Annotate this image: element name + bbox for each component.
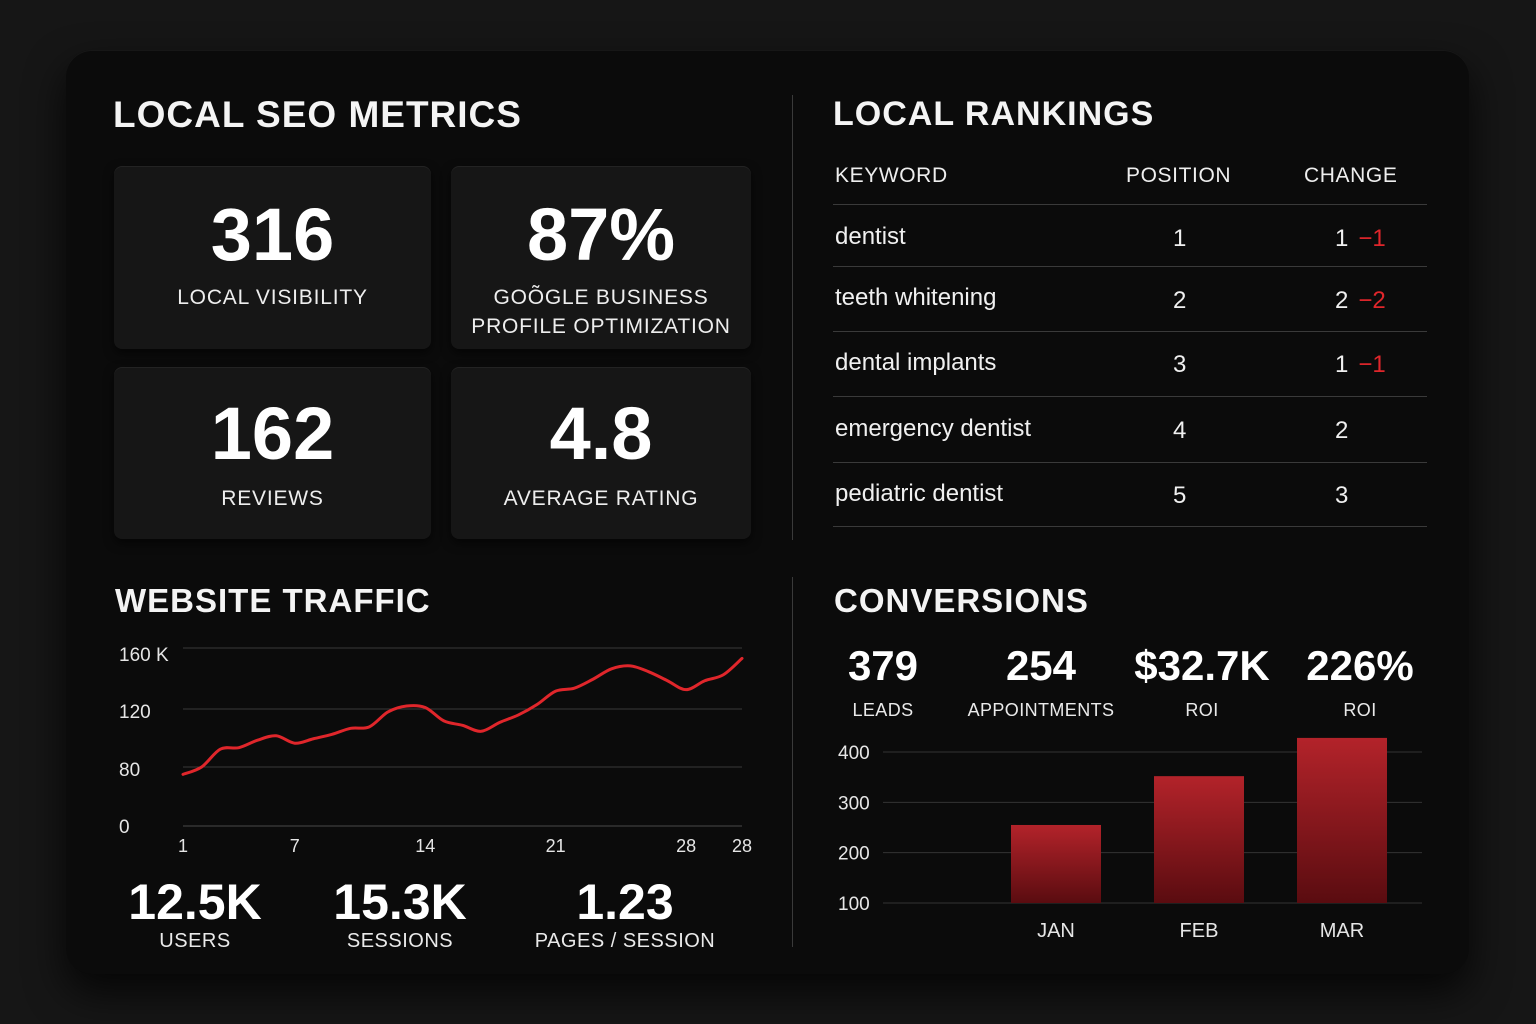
traffic-y-tick-label: 0: [119, 817, 130, 838]
metric-label-line-1: GOÕGLE BUSINESS: [493, 286, 709, 309]
conversions-y-tick-label: 200: [838, 844, 870, 865]
traffic-stat-value-pages: 1.23: [576, 874, 674, 930]
change-cell: 3: [1335, 482, 1358, 510]
conversions-x-tick-label: JAN: [1037, 920, 1075, 942]
conversions-bar-jan: [1011, 824, 1101, 903]
column-divider-top: [792, 95, 793, 540]
conversions-y-tick-label: 300: [838, 793, 870, 814]
traffic-x-tick-label: 1: [178, 836, 188, 856]
keyword-cell: teeth whitening: [835, 284, 997, 311]
metric-label-line-2: PROFILE OPTIMIZATION: [471, 315, 731, 338]
traffic-x-tick-label: 14: [415, 836, 435, 856]
change-cell: 1 −1: [1335, 351, 1386, 379]
metric-value: 87%: [526, 193, 676, 276]
traffic-title: WEBSITE TRAFFIC: [115, 582, 431, 619]
conversions-y-tick-label: 400: [838, 743, 870, 764]
change-value: 2: [1335, 287, 1349, 314]
conversion-stat-value-roi-dollars: $32.7K: [1134, 642, 1270, 689]
position-cell: 2: [1173, 287, 1187, 314]
metric-card-local-visibility: 316 LOCAL VISIBILITY: [114, 166, 431, 349]
change-cell: 1 −1: [1335, 225, 1386, 253]
conversion-stat-label-roi: ROI: [1185, 700, 1219, 720]
table-row: pediatric dentist 5 3: [833, 463, 1427, 527]
conversion-stat-value-appointments: 254: [1005, 642, 1077, 689]
change-value: 1: [1335, 351, 1349, 378]
table-row: dental implants 3 1 −1: [833, 332, 1427, 397]
header-keyword: KEYWORD: [835, 164, 948, 187]
header-change: CHANGE: [1304, 164, 1398, 187]
keyword-cell: dentist: [835, 223, 906, 250]
metric-label: REVIEWS: [221, 487, 324, 510]
table-row: emergency dentist 4 2: [833, 397, 1427, 463]
conversions-bar-feb: [1154, 776, 1244, 903]
metric-label: LOCAL VISIBILITY: [177, 286, 368, 309]
change-delta: −1: [1358, 351, 1386, 378]
conversion-stat-label-roi-percent: ROI: [1343, 700, 1377, 720]
header-position: POSITION: [1126, 164, 1232, 187]
traffic-y-tick-label: 120: [119, 702, 151, 723]
traffic-x-tick-label: 28: [676, 836, 696, 856]
conversion-stat-value-roi-percent: 226%: [1306, 642, 1414, 689]
metric-label: AVERAGE RATING: [503, 487, 699, 510]
traffic-x-tick-label: 21: [546, 836, 566, 856]
change-value: 3: [1335, 482, 1349, 509]
conversions-title: CONVERSIONS: [834, 582, 1089, 619]
keyword-cell: pediatric dentist: [835, 480, 1004, 507]
metrics-title: LOCAL SEO METRICS: [113, 94, 522, 135]
traffic-x-tick-label: 28: [732, 836, 752, 856]
conversions-bar-mar: [1297, 737, 1387, 903]
change-cell: 2: [1335, 417, 1358, 445]
change-cell: 2 −2: [1335, 287, 1386, 315]
position-cell: 4: [1173, 417, 1187, 444]
position-cell: 5: [1173, 482, 1187, 509]
change-delta: −1: [1358, 225, 1386, 252]
table-row: dentist 1 1 −1: [833, 205, 1427, 267]
traffic-x-tick-label: 7: [290, 836, 300, 856]
keyword-cell: dental implants: [835, 349, 997, 376]
traffic-stat-value-users: 12.5K: [128, 874, 262, 930]
traffic-stat-value-sessions: 15.3K: [333, 874, 467, 930]
metric-card-gbp-optimization: 87% GOÕGLE BUSINESS PROFILE OPTIMIZATION: [451, 166, 751, 349]
traffic-stat-label-users: USERS: [159, 930, 231, 952]
change-value: 1: [1335, 225, 1349, 252]
rankings-header-row: KEYWORD POSITION CHANGE: [833, 150, 1427, 205]
change-delta: −2: [1358, 287, 1386, 314]
metric-value: 4.8: [549, 392, 653, 475]
traffic-y-tick-label: 80: [119, 760, 140, 781]
change-value: 2: [1335, 417, 1349, 444]
metric-card-average-rating: 4.8 AVERAGE RATING: [451, 367, 751, 539]
metric-card-reviews: 162 REVIEWS: [114, 367, 431, 539]
conversion-stat-label-appointments: APPOINTMENTS: [967, 700, 1115, 720]
position-cell: 1: [1173, 225, 1187, 252]
traffic-series-line: [181, 656, 744, 776]
keyword-cell: emergency dentist: [835, 415, 1032, 442]
conversion-stat-label-leads: LEADS: [852, 700, 914, 720]
conversions-x-tick-label: MAR: [1320, 920, 1364, 942]
metric-value: 316: [210, 193, 335, 276]
position-cell: 3: [1173, 351, 1187, 378]
metric-value: 162: [210, 392, 335, 475]
conversions-x-tick-label: FEB: [1180, 920, 1219, 942]
conversions-y-tick-label: 100: [838, 894, 870, 915]
conversion-stat-value-leads: 379: [847, 642, 919, 689]
traffic-stat-label-sessions: SESSIONS: [346, 930, 454, 952]
column-divider-bottom: [792, 577, 793, 947]
table-row: teeth whitening 2 2 −2: [833, 267, 1427, 332]
traffic-stat-label-pages: PAGES / SESSION: [534, 930, 716, 952]
traffic-y-tick-label: 160 K: [119, 645, 169, 666]
rankings-title: LOCAL RANKINGS: [833, 95, 1155, 133]
